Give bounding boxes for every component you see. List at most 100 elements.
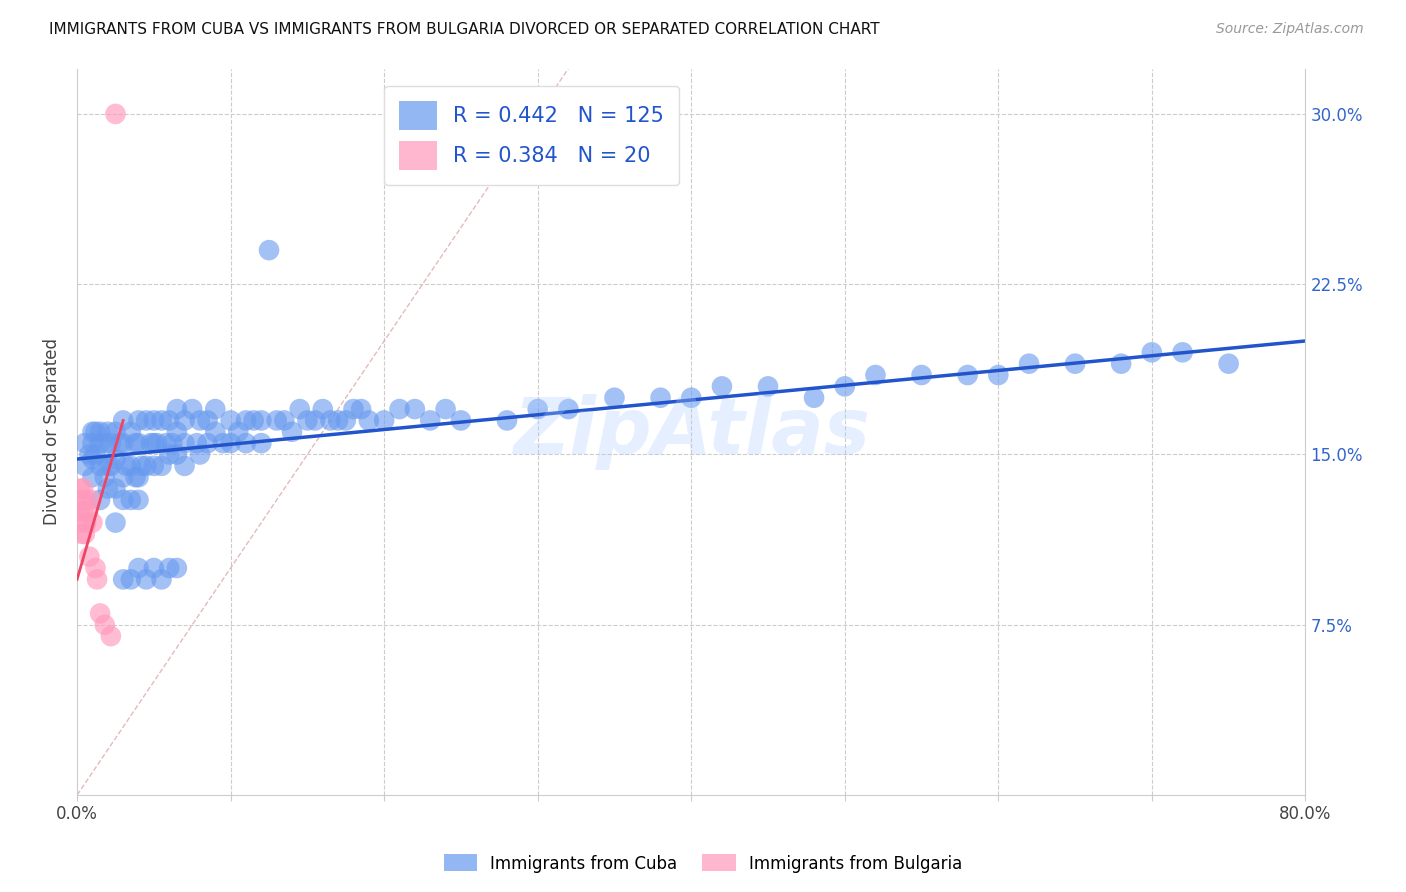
Point xyxy=(89,458,111,473)
Point xyxy=(97,458,120,473)
Point xyxy=(266,413,288,427)
Point xyxy=(97,425,120,439)
Text: Source: ZipAtlas.com: Source: ZipAtlas.com xyxy=(1216,22,1364,37)
Point xyxy=(242,413,264,427)
Point xyxy=(100,458,122,473)
Point xyxy=(173,436,195,450)
Point xyxy=(281,425,304,439)
Point xyxy=(128,561,150,575)
Point xyxy=(235,413,257,427)
Point xyxy=(865,368,887,382)
Point xyxy=(82,452,104,467)
Point xyxy=(326,413,349,427)
Text: IMMIGRANTS FROM CUBA VS IMMIGRANTS FROM BULGARIA DIVORCED OR SEPARATED CORRELATI: IMMIGRANTS FROM CUBA VS IMMIGRANTS FROM … xyxy=(49,22,880,37)
Point xyxy=(128,436,150,450)
Point xyxy=(97,482,120,496)
Point xyxy=(84,425,107,439)
Point xyxy=(89,436,111,450)
Point xyxy=(956,368,979,382)
Point xyxy=(82,436,104,450)
Point xyxy=(181,402,204,417)
Y-axis label: Divorced or Separated: Divorced or Separated xyxy=(44,338,60,525)
Point xyxy=(496,413,519,427)
Point xyxy=(72,504,94,518)
Point xyxy=(75,516,97,530)
Point xyxy=(80,492,103,507)
Point xyxy=(710,379,733,393)
Point xyxy=(219,436,242,450)
Point xyxy=(204,425,226,439)
Point xyxy=(157,448,180,462)
Point xyxy=(319,413,342,427)
Point xyxy=(128,413,150,427)
Point xyxy=(157,413,180,427)
Point xyxy=(112,470,135,484)
Point xyxy=(557,402,579,417)
Point xyxy=(388,402,411,417)
Point xyxy=(142,458,165,473)
Point xyxy=(79,549,101,564)
Point xyxy=(120,458,142,473)
Point xyxy=(204,402,226,417)
Point xyxy=(157,561,180,575)
Point xyxy=(84,448,107,462)
Point xyxy=(304,413,326,427)
Point xyxy=(104,425,127,439)
Point xyxy=(235,436,257,450)
Point xyxy=(93,436,115,450)
Point xyxy=(273,413,295,427)
Point xyxy=(128,470,150,484)
Point xyxy=(146,436,169,450)
Point xyxy=(112,413,135,427)
Point xyxy=(69,516,91,530)
Point xyxy=(128,492,150,507)
Point xyxy=(526,402,548,417)
Point xyxy=(112,492,135,507)
Point xyxy=(450,413,472,427)
Point xyxy=(173,458,195,473)
Point xyxy=(86,573,108,587)
Point xyxy=(104,482,127,496)
Point xyxy=(212,436,235,450)
Point xyxy=(89,425,111,439)
Point xyxy=(135,458,157,473)
Point xyxy=(756,379,779,393)
Point xyxy=(84,561,107,575)
Point xyxy=(150,413,173,427)
Point xyxy=(834,379,856,393)
Point xyxy=(135,573,157,587)
Point xyxy=(108,436,131,450)
Point xyxy=(142,436,165,450)
Point xyxy=(73,492,96,507)
Point xyxy=(104,452,127,467)
Point xyxy=(89,492,111,507)
Point xyxy=(124,436,146,450)
Point xyxy=(434,402,457,417)
Point xyxy=(197,436,219,450)
Point xyxy=(115,458,138,473)
Point xyxy=(79,448,101,462)
Point xyxy=(139,436,162,450)
Point xyxy=(112,573,135,587)
Point xyxy=(82,425,104,439)
Point xyxy=(73,527,96,541)
Point xyxy=(342,402,364,417)
Point xyxy=(188,413,211,427)
Point xyxy=(404,402,426,417)
Point xyxy=(166,402,188,417)
Point xyxy=(197,413,219,427)
Point xyxy=(166,425,188,439)
Point xyxy=(419,413,441,427)
Point xyxy=(72,482,94,496)
Point xyxy=(1218,357,1240,371)
Point xyxy=(173,413,195,427)
Point xyxy=(131,458,153,473)
Point xyxy=(93,617,115,632)
Point xyxy=(73,436,96,450)
Point xyxy=(142,561,165,575)
Point xyxy=(120,425,142,439)
Point xyxy=(100,436,122,450)
Point xyxy=(142,413,165,427)
Point xyxy=(226,425,249,439)
Point xyxy=(104,516,127,530)
